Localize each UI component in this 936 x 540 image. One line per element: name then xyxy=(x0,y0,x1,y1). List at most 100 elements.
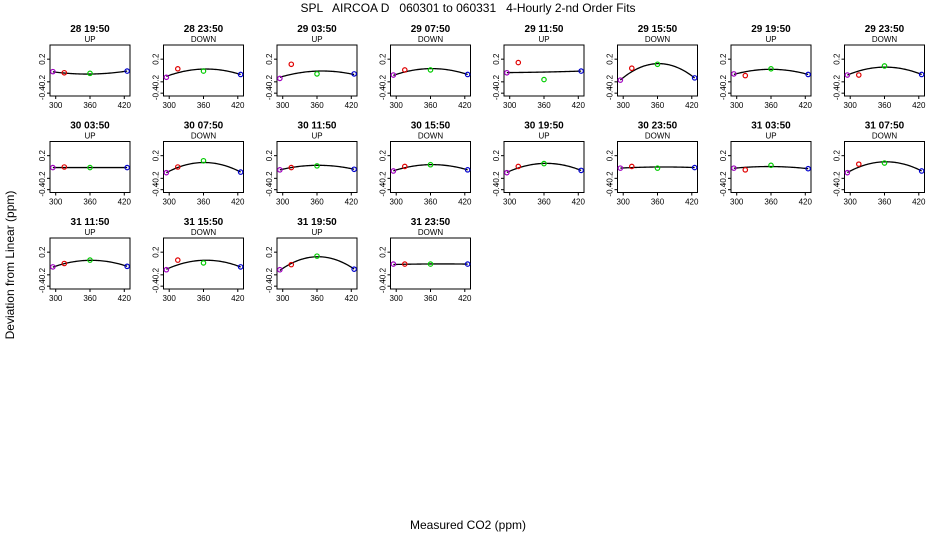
x-tick-label: 360 xyxy=(424,101,438,110)
data-point xyxy=(87,257,93,263)
fit-curve xyxy=(619,62,696,81)
data-point xyxy=(464,71,471,78)
y-tick-label: 0.2 xyxy=(38,246,47,258)
y-tick-label: -0.2 xyxy=(38,267,47,281)
data-point xyxy=(427,261,434,267)
x-tick-label: 420 xyxy=(231,101,245,110)
x-tick-label: 420 xyxy=(685,101,699,110)
data-point xyxy=(61,69,68,76)
x-tick-label: 300 xyxy=(163,198,177,207)
data-point xyxy=(200,68,207,74)
panel-title: 30 19:50 xyxy=(524,121,564,132)
x-tick-label: 360 xyxy=(310,294,324,303)
data-point xyxy=(174,257,181,263)
panel-mode-label: UP xyxy=(311,35,322,44)
y-tick-label: 0.2 xyxy=(152,150,161,162)
panel-mode-label: DOWN xyxy=(191,35,217,44)
x-axis-label: Measured CO2 (ppm) xyxy=(409,518,527,532)
data-point xyxy=(174,164,181,170)
plot-frame xyxy=(503,44,585,97)
data-point xyxy=(237,169,244,175)
data-point xyxy=(464,261,471,267)
data-point xyxy=(731,165,737,171)
x-tick-label: 360 xyxy=(537,198,551,207)
x-tick-label: 420 xyxy=(345,294,359,303)
data-point xyxy=(314,253,320,259)
data-point xyxy=(61,260,68,267)
data-point xyxy=(61,164,68,170)
x-tick-label: 360 xyxy=(197,101,211,110)
y-tick-label: 0.2 xyxy=(38,150,47,162)
panel-mode-label: UP xyxy=(311,228,322,237)
x-tick-label: 420 xyxy=(799,198,813,207)
fit-curve xyxy=(847,161,922,174)
data-point xyxy=(844,72,851,78)
y-tick-label: 0.2 xyxy=(833,53,842,65)
data-point xyxy=(504,169,510,176)
panel-mode-label: DOWN xyxy=(191,228,217,237)
x-tick-label: 300 xyxy=(730,101,744,110)
fit-curve xyxy=(393,263,468,266)
y-tick-label: -0.4 xyxy=(38,279,47,293)
panel-mode-label: UP xyxy=(84,228,95,237)
plot-frame xyxy=(844,44,925,97)
y-tick-label: -0.2 xyxy=(719,171,728,185)
data-point xyxy=(427,67,434,73)
y-tick-label: 0.2 xyxy=(379,150,388,162)
fit-curve xyxy=(166,161,241,174)
y-tick-label: -0.4 xyxy=(265,182,274,196)
data-point xyxy=(515,59,522,66)
y-tick-label: -0.4 xyxy=(379,279,388,293)
data-point xyxy=(50,264,56,270)
x-tick-label: 420 xyxy=(572,198,586,207)
x-tick-label: 300 xyxy=(617,101,631,110)
y-tick-label: -0.4 xyxy=(38,86,47,100)
y-tick-label: -0.2 xyxy=(492,171,501,185)
data-point xyxy=(390,72,397,78)
data-point xyxy=(541,76,547,83)
data-point xyxy=(124,68,130,74)
y-tick-label: -0.2 xyxy=(38,74,47,88)
x-tick-label: 420 xyxy=(685,198,699,207)
data-point xyxy=(87,70,93,77)
y-tick-label: -0.4 xyxy=(379,182,388,196)
data-point xyxy=(578,68,584,74)
y-tick-label: -0.4 xyxy=(379,86,388,100)
data-point xyxy=(288,61,295,68)
y-tick-label: -0.2 xyxy=(379,74,388,88)
y-tick-label: -0.4 xyxy=(38,182,47,196)
x-tick-label: 360 xyxy=(651,198,665,207)
y-tick-label: -0.2 xyxy=(833,74,842,88)
y-tick-label: -0.2 xyxy=(265,171,274,185)
x-tick-label: 300 xyxy=(276,198,290,207)
y-tick-label: -0.4 xyxy=(492,86,501,100)
data-point xyxy=(742,72,749,79)
data-point xyxy=(881,63,888,69)
y-tick-label: 0.2 xyxy=(606,53,615,65)
fit-curve xyxy=(847,66,922,76)
panel-mode-label: UP xyxy=(765,35,776,44)
panel-title: 31 11:50 xyxy=(71,217,110,228)
x-tick-label: 420 xyxy=(458,101,472,110)
panel-title: 31 23:50 xyxy=(411,217,451,228)
y-tick-label: -0.4 xyxy=(606,182,615,196)
data-point xyxy=(464,167,471,173)
fit-curve xyxy=(279,164,355,171)
data-point xyxy=(124,164,130,171)
data-point xyxy=(288,261,295,268)
fit-curve xyxy=(393,163,468,172)
data-point xyxy=(427,161,434,168)
data-point xyxy=(50,164,56,171)
panel-title: 29 19:50 xyxy=(751,24,791,35)
y-tick-label: -0.2 xyxy=(152,171,161,185)
y-tick-label: 0.2 xyxy=(492,53,501,65)
y-tick-label: -0.4 xyxy=(152,279,161,293)
data-point xyxy=(277,167,283,173)
panel-mode-label: UP xyxy=(84,132,95,141)
fit-curve xyxy=(733,68,809,76)
